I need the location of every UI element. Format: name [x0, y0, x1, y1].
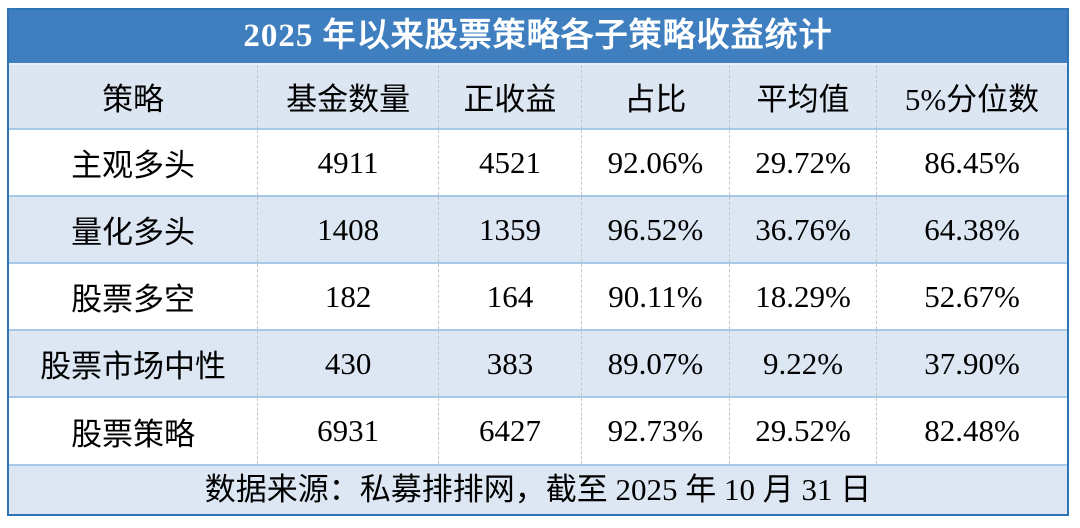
table-cell: 6931 [257, 396, 439, 464]
table-cell: 383 [438, 329, 582, 397]
column-header-fund-count: 基金数量 [257, 65, 439, 129]
table-cell: 430 [257, 329, 439, 397]
table-cell: 90.11% [580, 262, 730, 330]
table-cell: 6427 [438, 396, 582, 464]
table-cell: 96.52% [580, 195, 730, 263]
table-title: 2025 年以来股票策略各子策略收益统计 [9, 10, 1067, 65]
table-cell: 86.45% [876, 128, 1067, 196]
table-row: 股票市场中性 430 383 89.07% 9.22% 37.90% [9, 329, 1067, 397]
data-table: 策略 基金数量 正收益 占比 平均值 5%分位数 主观多头 4911 4521 92.… [9, 65, 1067, 464]
table-cell: 92.06% [580, 128, 730, 196]
header-row: 策略 基金数量 正收益 占比 平均值 5%分位数 [9, 65, 1067, 129]
data-source-note: 数据来源：私募排排网，截至 2025 年 10 月 31 日 [9, 464, 1067, 514]
table-cell: 29.72% [728, 128, 877, 196]
table-row: 股票多空 182 164 90.11% 18.29% 52.67% [9, 262, 1067, 330]
column-header-positive: 正收益 [438, 65, 582, 129]
table-cell: 36.76% [728, 195, 877, 263]
statistics-table: 2025 年以来股票策略各子策略收益统计 策略 基金数量 正收益 占比 平均值 … [7, 8, 1069, 516]
table-cell: 主观多头 [9, 128, 258, 196]
table-body: 主观多头 4911 4521 92.06% 29.72% 86.45% 量化多头 1408 13… [9, 128, 1067, 464]
table-cell: 1408 [257, 195, 439, 263]
table-cell: 4911 [257, 128, 439, 196]
table-cell: 18.29% [728, 262, 877, 330]
table-row: 主观多头 4911 4521 92.06% 29.72% 86.45% [9, 128, 1067, 196]
table-cell: 89.07% [580, 329, 730, 397]
table-cell: 92.73% [580, 396, 730, 464]
column-header-strategy: 策略 [9, 65, 258, 129]
table-cell: 股票多空 [9, 262, 258, 330]
table-row: 股票策略 6931 6427 92.73% 29.52% 82.48% [9, 396, 1067, 464]
table-cell: 量化多头 [9, 195, 258, 263]
table-cell: 股票市场中性 [9, 329, 258, 397]
table-cell: 1359 [438, 195, 582, 263]
table-cell: 37.90% [876, 329, 1067, 397]
table-cell: 股票策略 [9, 396, 258, 464]
table-cell: 29.52% [728, 396, 877, 464]
table-cell: 64.38% [876, 195, 1067, 263]
table-cell: 9.22% [728, 329, 877, 397]
table-cell: 182 [257, 262, 439, 330]
table-cell: 4521 [438, 128, 582, 196]
table-row: 量化多头 1408 1359 96.52% 36.76% 64.38% [9, 195, 1067, 263]
column-header-5th-percentile: 5%分位数 [876, 65, 1067, 129]
table-cell: 164 [438, 262, 582, 330]
column-header-proportion: 占比 [580, 65, 730, 129]
table-cell: 82.48% [876, 396, 1067, 464]
column-header-average: 平均值 [728, 65, 877, 129]
table-cell: 52.67% [876, 262, 1067, 330]
